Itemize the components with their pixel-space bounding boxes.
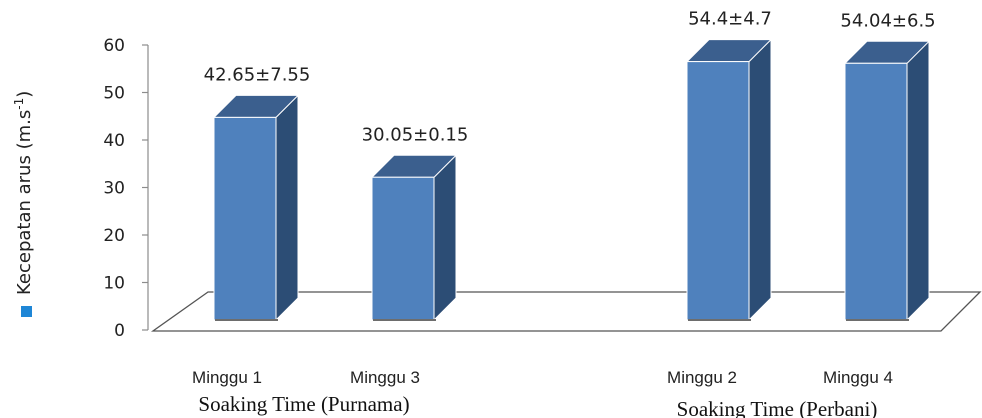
y-axis-label-sup: -1: [12, 98, 26, 110]
data-label-2: 30.05±0.15: [362, 124, 469, 145]
y-tick-label: 60: [103, 36, 125, 56]
bar-3: [685, 38, 773, 322]
y-tick-label: 30: [103, 179, 125, 199]
bar-front: [686, 61, 750, 321]
category-label-4: Minggu 4: [823, 368, 893, 387]
y-tick-label: 40: [103, 131, 125, 151]
y-tick-label: 20: [103, 226, 125, 246]
bar-4: [843, 40, 931, 322]
y-axis-label-close: ): [14, 91, 35, 98]
y-axis-label: Kecepatan arus (m.s: [14, 110, 35, 295]
chart-floor: [150, 291, 982, 332]
bar-side: [275, 94, 299, 322]
bar-1: [212, 94, 300, 322]
group-label-2: Soaking Time (Perbani): [677, 397, 878, 418]
y-axis-title: Kecepatan arus (m.s-1): [12, 91, 35, 317]
bar-side: [748, 38, 772, 322]
legend-marker: [21, 306, 32, 317]
data-label-3: 54.4±4.7: [688, 9, 772, 30]
y-tick-label: 10: [103, 274, 125, 294]
y-tick-label: 0: [114, 321, 125, 341]
data-label-1: 42.65±7.55: [204, 64, 311, 85]
bar-side: [906, 40, 930, 322]
bar-side: [433, 154, 457, 322]
group-label-1: Soaking Time (Purnama): [198, 392, 409, 416]
bar-front: [371, 176, 435, 321]
data-label-4: 54.04±6.5: [840, 10, 935, 31]
category-label-1: Minggu 1: [192, 368, 262, 387]
svg-text:Kecepatan arus (m.s-1): Kecepatan arus (m.s-1): [12, 91, 35, 295]
bar-front: [844, 62, 908, 321]
bar-front: [213, 116, 277, 321]
bar-2: [370, 154, 458, 322]
category-label-2: Minggu 3: [350, 368, 420, 387]
y-tick-label: 50: [103, 84, 125, 104]
category-label-3: Minggu 2: [667, 368, 737, 387]
